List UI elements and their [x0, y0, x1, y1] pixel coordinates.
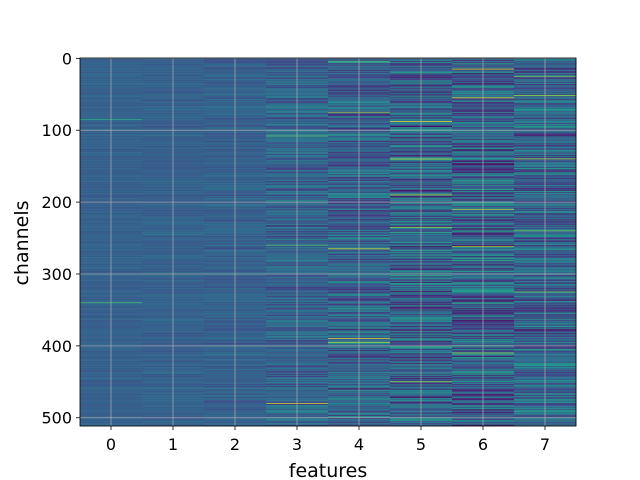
y-axis: 0 100 200 300 400 500: [41, 49, 80, 428]
x-tick-label: 5: [416, 435, 426, 454]
y-tick-label: 500: [41, 409, 72, 428]
y-tick-label: 300: [41, 265, 72, 284]
y-axis-label: channels: [11, 200, 33, 285]
x-tick-label: 6: [478, 435, 488, 454]
y-tick-label: 200: [41, 193, 72, 212]
y-tick-label: 400: [41, 337, 72, 356]
x-tick-label: 0: [106, 435, 116, 454]
x-tick-label: 3: [292, 435, 302, 454]
x-tick-label: 7: [540, 435, 550, 454]
x-axis: 0 1 2 3 4 5 6 7: [106, 426, 550, 454]
x-tick-label: 2: [230, 435, 240, 454]
y-tick-label: 0: [62, 49, 72, 68]
y-tick-label: 100: [41, 121, 72, 140]
grid-lines: [80, 57, 576, 426]
x-axis-label: features: [289, 460, 368, 480]
x-tick-label: 1: [168, 435, 178, 454]
plot-frame: [79, 57, 577, 427]
heatmap-cells: [80, 58, 577, 427]
x-tick-label: 4: [354, 435, 364, 454]
